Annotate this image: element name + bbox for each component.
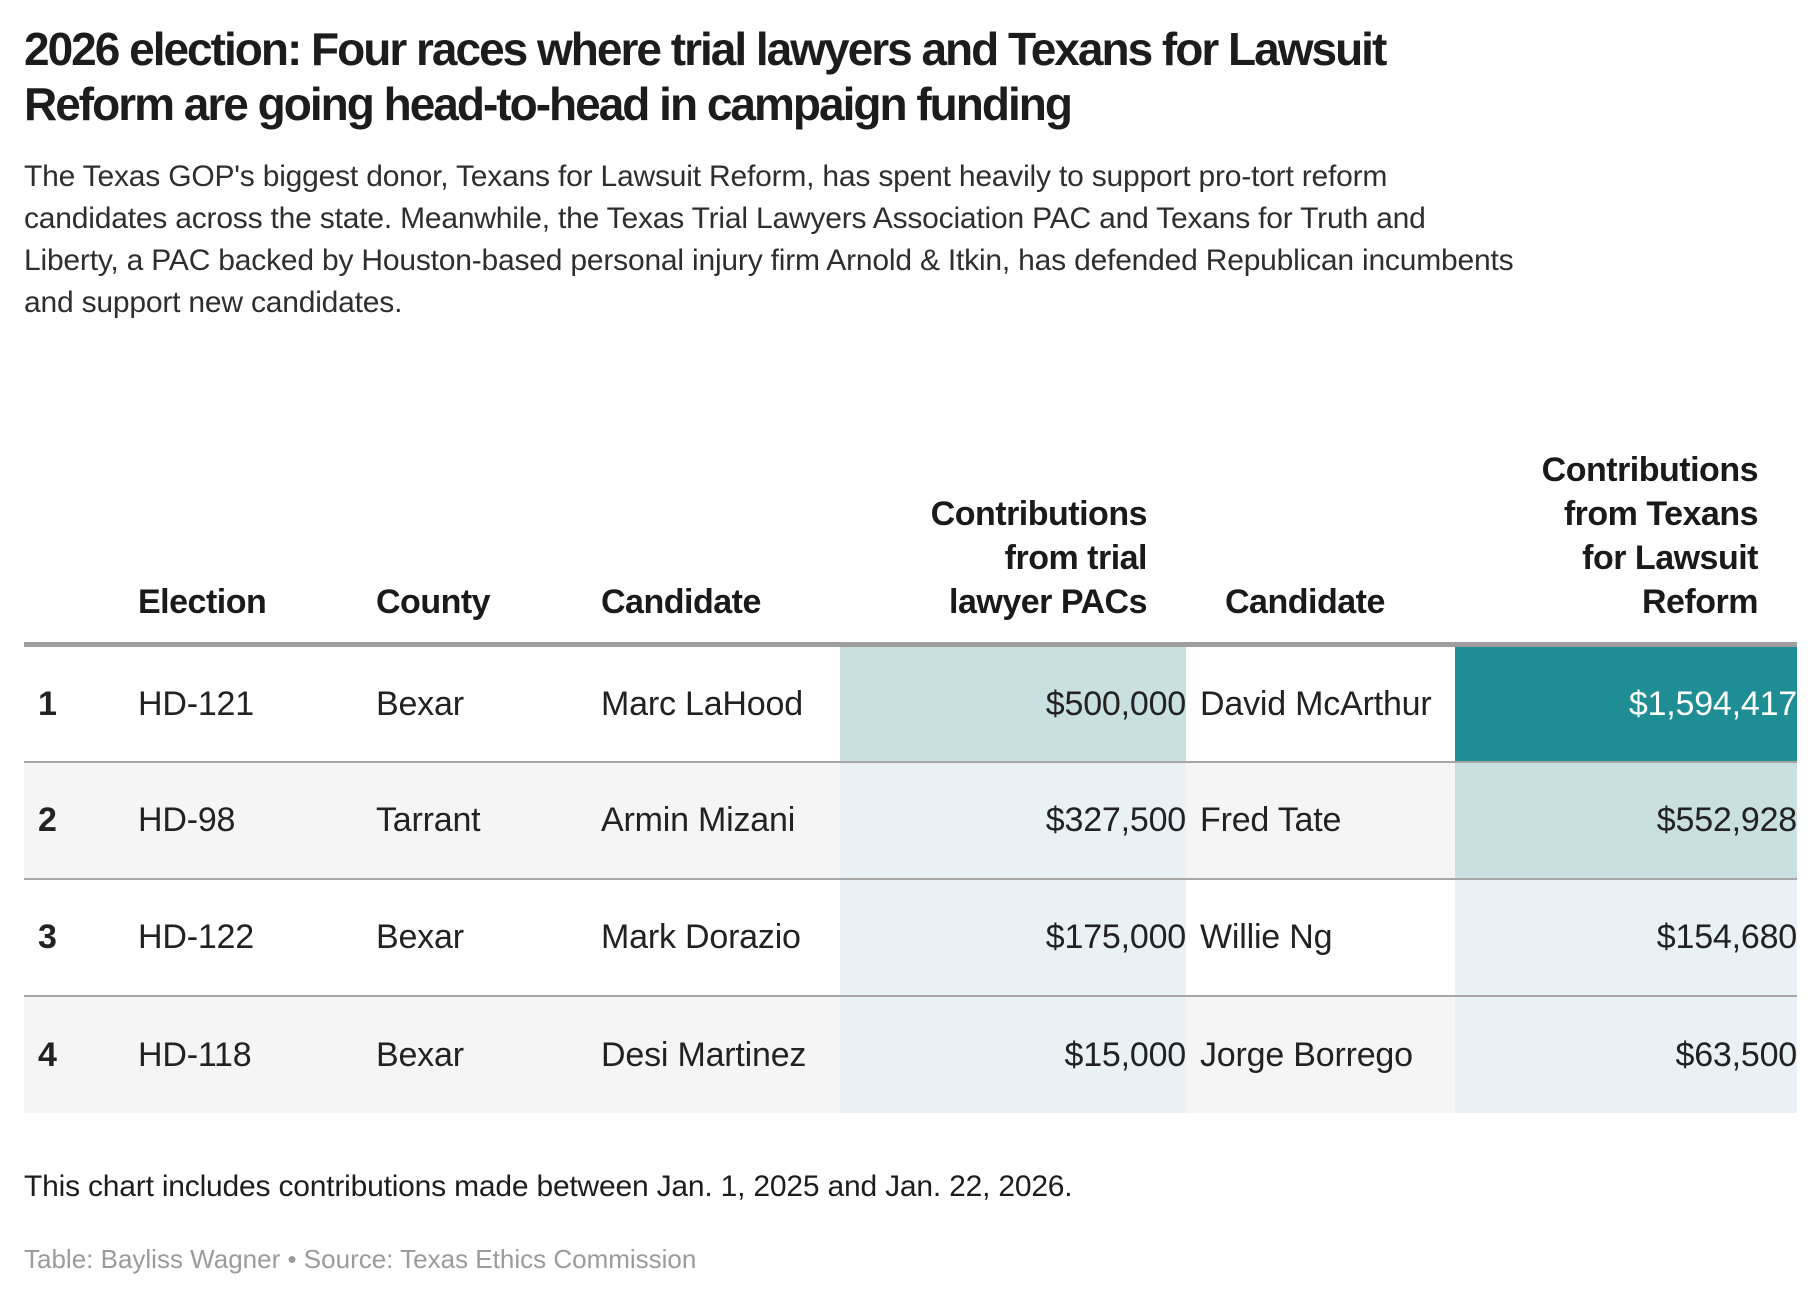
- col-header-candidate-trial: Candidate: [587, 448, 840, 647]
- col-header-row-number: [24, 448, 124, 647]
- row-number: 3: [24, 877, 124, 996]
- trial-candidate-cell: Mark Dorazio: [587, 877, 840, 996]
- election-cell: HD-121: [138, 684, 254, 723]
- chart-credit: Table: Bayliss Wagner • Source: Texas Et…: [24, 1243, 697, 1274]
- chart-note: This chart includes contributions made b…: [24, 1169, 1073, 1203]
- tlr-candidate-cell: David McArthur: [1200, 684, 1432, 723]
- table-header: Election County Candidate Contributions …: [24, 448, 1797, 647]
- chart-description: The Texas GOP's biggest donor, Texans fo…: [24, 160, 1514, 319]
- row-number: 2: [24, 760, 124, 879]
- trial-candidate-cell: Armin Mizani: [587, 760, 840, 879]
- trial-amount-cell: $175,000: [840, 877, 1186, 996]
- trial-candidate-cell: Marc LaHood: [601, 684, 803, 723]
- tlr-amount-cell: $154,680: [1455, 877, 1797, 996]
- county-cell: Bexar: [362, 994, 587, 1113]
- tlr-amount-cell: $552,928: [1455, 760, 1797, 879]
- funding-table: Election County Candidate Contributions …: [24, 448, 1797, 1113]
- col-header-election: Election: [124, 448, 362, 647]
- county-cell: Tarrant: [362, 760, 587, 879]
- election-cell: HD-122: [124, 877, 362, 996]
- table-row: 1 HD-121 Bexar Marc LaHood $500,000 Davi…: [24, 644, 1797, 762]
- table-row: 4 HD-118 Bexar Desi Martinez $15,000 Jor…: [24, 994, 1797, 1113]
- table-header-row: Election County Candidate Contributions …: [24, 448, 1797, 647]
- row-number: 4: [24, 994, 124, 1113]
- county-cell: Bexar: [362, 877, 587, 996]
- chart-title: 2026 election: Four races where trial la…: [24, 23, 1387, 130]
- trial-candidate-cell: Desi Martinez: [587, 994, 840, 1113]
- col-header-tlr-contributions: Contributions from Texans for Lawsuit Re…: [1455, 448, 1797, 647]
- tlr-candidate-cell: Jorge Borrego: [1186, 994, 1455, 1113]
- table-row: 3 HD-122 Bexar Mark Dorazio $175,000 Wil…: [24, 877, 1797, 996]
- row-number: 1: [38, 684, 57, 723]
- table-body: 1 HD-121 Bexar Marc LaHood $500,000 Davi…: [24, 644, 1797, 1113]
- table-row: 2 HD-98 Tarrant Armin Mizani $327,500 Fr…: [24, 760, 1797, 879]
- election-cell: HD-98: [124, 760, 362, 879]
- trial-amount-cell: $15,000: [840, 994, 1186, 1113]
- col-header-candidate-tlr: Candidate: [1186, 448, 1455, 647]
- county-cell: Bexar: [376, 684, 464, 723]
- col-header-trial-lawyer-contributions: Contributions from trial lawyer PACs: [840, 448, 1186, 647]
- tlr-amount-cell: $63,500: [1455, 994, 1797, 1113]
- election-cell: HD-118: [124, 994, 362, 1113]
- tlr-candidate-cell: Fred Tate: [1186, 760, 1455, 879]
- trial-amount-cell: $327,500: [840, 760, 1186, 879]
- trial-amount-cell: $500,000: [840, 644, 1186, 762]
- col-header-county: County: [362, 448, 587, 647]
- tlr-amount-cell: $1,594,417: [1455, 644, 1797, 762]
- tlr-candidate-cell: Willie Ng: [1186, 877, 1455, 996]
